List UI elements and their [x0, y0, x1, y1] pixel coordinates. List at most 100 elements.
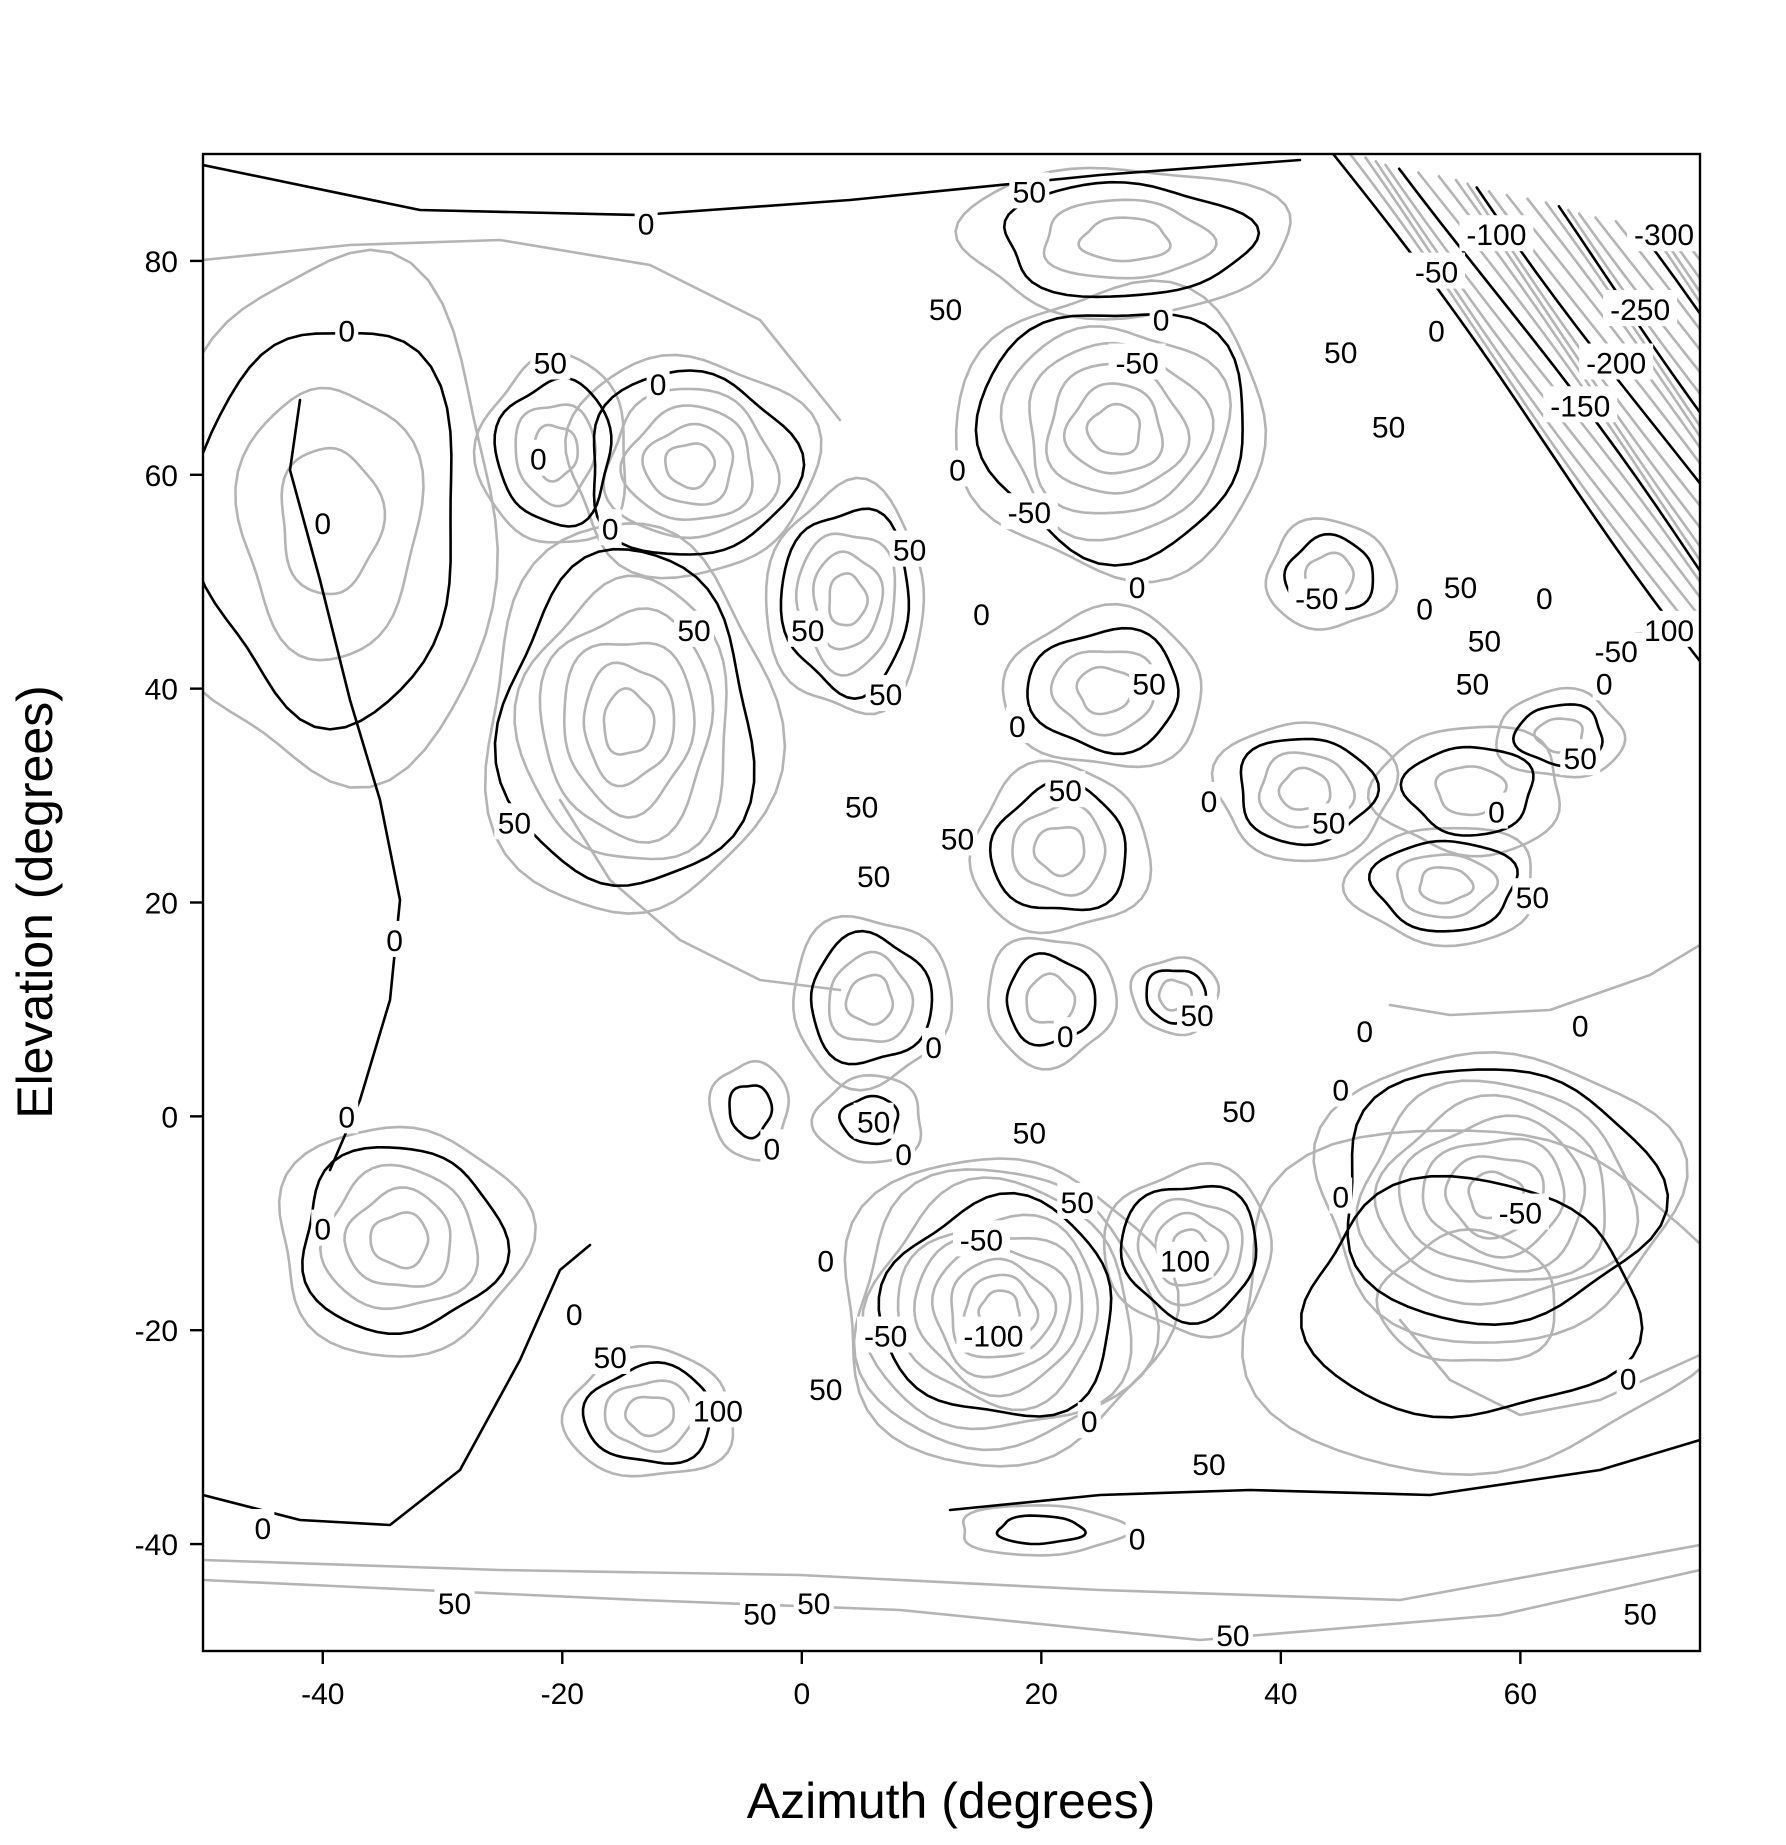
contour-label: 50: [1180, 1000, 1213, 1033]
minor-contour: [1614, 220, 1700, 332]
contour-label: 0: [1572, 1010, 1589, 1043]
contour-label: 0: [255, 1513, 272, 1546]
labeled-contour: [1300, 1174, 1644, 1419]
contour-label: 50: [1564, 743, 1597, 776]
contour-label: -50: [1295, 583, 1338, 616]
contour-label-bg: [1627, 215, 1702, 252]
labeled-contour: [1002, 180, 1261, 299]
minor-contour: [1032, 826, 1086, 878]
contour-label: 0: [1332, 1075, 1349, 1108]
minor-contour: [1487, 190, 1700, 466]
contour-label-bg: [1620, 1594, 1661, 1631]
labeled-contour: [988, 779, 1127, 912]
contour-label: 0: [973, 599, 990, 632]
contour-label: 50: [857, 1107, 890, 1140]
contour-label: 0: [1201, 786, 1218, 819]
minor-contour: [1454, 178, 1700, 530]
contour-label: 0: [1057, 1021, 1074, 1054]
contour-label-bg: [383, 920, 407, 957]
x-tick-label: 0: [793, 1678, 810, 1711]
labeled-contour: [1397, 167, 1700, 574]
minor-contour: [792, 914, 954, 1092]
contour-label-bg: [760, 1129, 784, 1166]
minor-contour: [1062, 382, 1164, 475]
contour-label: 0: [566, 1299, 583, 1332]
contour-label-bg: [793, 1583, 834, 1620]
contour-label: 50: [941, 823, 974, 856]
contour-label-bg: [689, 1391, 747, 1428]
contour-label: 50: [743, 1599, 776, 1632]
y-tick-label: 80: [145, 246, 178, 279]
minor-contour: [1375, 1228, 1556, 1362]
contour-label-bg: [956, 1316, 1031, 1353]
contour-label: 100: [1160, 1246, 1210, 1279]
contour-label-bg: [892, 1134, 916, 1171]
contour-label: 50: [1216, 1620, 1249, 1653]
contour-label-bg: [857, 1316, 915, 1353]
minor-contour: [619, 404, 754, 521]
contour-label-bg: [311, 503, 335, 540]
minor-contour: [538, 607, 715, 844]
contour-label-bg: [1440, 568, 1481, 605]
minor-contour: [961, 1504, 1133, 1557]
contour-label: 0: [1332, 1182, 1349, 1215]
contour-label-bg: [853, 1102, 894, 1139]
minor-contour: [1396, 853, 1500, 919]
contour-label-bg: [841, 787, 882, 824]
labeled-contour: [493, 376, 613, 528]
contour-label: 50: [857, 861, 890, 894]
minor-contour: [603, 1379, 695, 1453]
minor-contour: [1366, 725, 1561, 858]
minor-contour: [1241, 1129, 1700, 1476]
labeled-contour: [1704, 244, 1786, 804]
minor-contour: [1264, 517, 1399, 631]
contour-label-bg: [1188, 1444, 1229, 1481]
contour-label-bg: [1459, 215, 1534, 252]
contour-label-bg: [1491, 1193, 1549, 1230]
contour-label: 0: [1129, 572, 1146, 605]
contour-label-bg: [1053, 1017, 1077, 1054]
y-tick-label: -20: [135, 1315, 178, 1348]
minor-contour: [1049, 650, 1156, 737]
x-tick-label: 40: [1264, 1678, 1297, 1711]
contour-label: 50: [797, 1588, 830, 1621]
contour-label: 50: [498, 807, 531, 840]
minor-contour: [1417, 171, 1700, 563]
contour-label: 50: [1013, 176, 1046, 209]
labeled-contour: [493, 547, 756, 887]
minor-contour: [954, 166, 1292, 321]
contour-label-bg: [787, 610, 828, 647]
contour-label: 0: [1129, 1524, 1146, 1557]
minor-contour: [1136, 1197, 1244, 1307]
contour-label-bg: [598, 509, 622, 546]
contour-label: 0: [638, 209, 655, 242]
contour-label: 50: [438, 1588, 471, 1621]
contour-label-bg: [1579, 343, 1654, 380]
contour-label: 50: [1222, 1096, 1255, 1129]
y-tick-label: -40: [135, 1529, 178, 1562]
contour-label-bg: [1045, 771, 1086, 808]
contour-label-bg: [1452, 664, 1493, 701]
contour-label: -50: [1008, 497, 1051, 530]
x-axis: -40 -20 0 20 40 60: [301, 1651, 1537, 1711]
minor-contour: [1526, 197, 1700, 439]
labeled-contour: [974, 312, 1244, 567]
labeled-contour: [288, 398, 402, 1172]
contour-label-bg: [434, 1583, 475, 1620]
contour-label: 50: [1013, 1117, 1046, 1150]
contour-label-bg: [251, 1509, 275, 1546]
contour-label: -100: [1466, 219, 1526, 252]
labeled-contour: [203, 1243, 592, 1527]
labeled-contour: [838, 1094, 900, 1146]
x-tick-label: 60: [1504, 1678, 1537, 1711]
contour-label: -250: [1610, 294, 1670, 327]
minor-contour: [1102, 1161, 1273, 1339]
contour-label-bg: [1009, 172, 1050, 209]
contour-label-bg: [805, 1370, 846, 1407]
contour-label: -100: [963, 1321, 1023, 1354]
contour-label-bg: [1108, 343, 1166, 380]
minor-contour: [641, 422, 735, 506]
contour-label-bg: [562, 1295, 586, 1332]
contour-label-bg: [1568, 1006, 1592, 1043]
